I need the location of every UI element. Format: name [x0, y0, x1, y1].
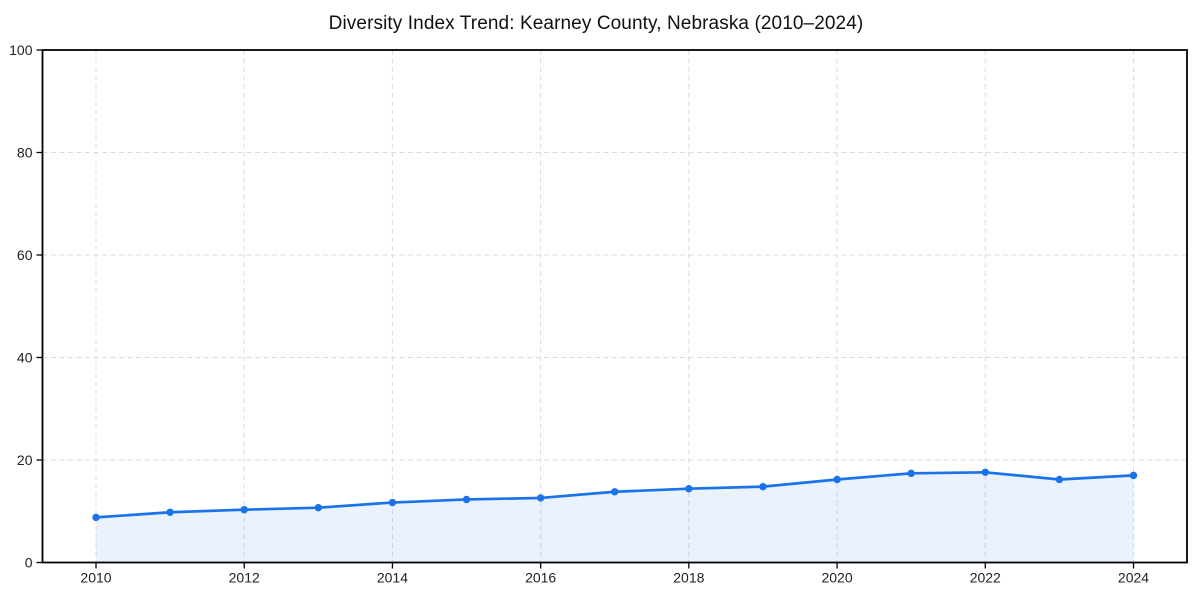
- y-tick-label: 60: [17, 247, 33, 263]
- data-point-marker: [685, 485, 693, 493]
- data-point-marker: [907, 469, 915, 478]
- data-point-marker: [611, 488, 619, 496]
- axes-spines: [41, 49, 1188, 564]
- x-tick-label: 2018: [673, 570, 704, 586]
- x-tick-label: 2022: [970, 570, 1001, 586]
- data-point-marker: [166, 508, 174, 516]
- data-point-marker: [1129, 471, 1138, 480]
- data-point-marker: [240, 506, 248, 514]
- x-tick-label: 2024: [1118, 570, 1149, 586]
- data-point-marker: [759, 482, 767, 491]
- y-tick-label: 80: [17, 145, 33, 161]
- data-point-marker: [388, 498, 397, 507]
- x-tick-label: 2020: [821, 570, 852, 586]
- data-point-marker: [462, 495, 471, 504]
- data-point-marker: [833, 475, 841, 484]
- x-tick-label: 2014: [377, 570, 408, 586]
- y-tick-label: 40: [17, 350, 33, 366]
- x-tick-label: 2016: [525, 570, 556, 586]
- y-tick-label: 20: [17, 452, 33, 468]
- area-fill: [96, 472, 1134, 563]
- x-tick-label: 2010: [80, 570, 111, 586]
- data-point-marker: [314, 503, 323, 512]
- data-point-marker: [981, 468, 989, 476]
- chart-title: Diversity Index Trend: Kearney County, N…: [328, 13, 864, 34]
- x-tick-label: 2012: [229, 570, 260, 586]
- data-point-marker: [92, 513, 100, 522]
- y-tick-label: 100: [9, 42, 33, 58]
- y-tick-label: 0: [25, 555, 33, 571]
- data-point-marker: [536, 494, 545, 502]
- data-point-marker: [1055, 475, 1064, 484]
